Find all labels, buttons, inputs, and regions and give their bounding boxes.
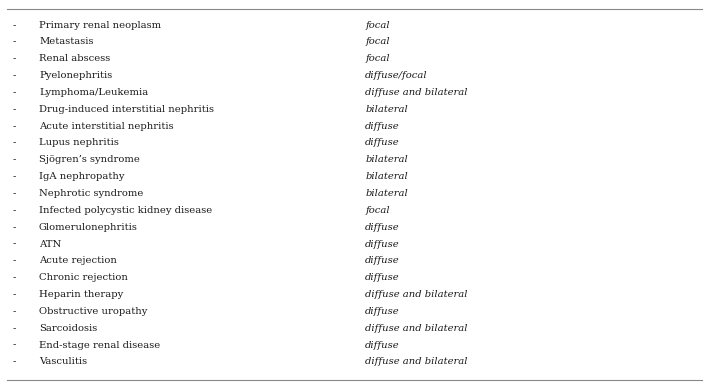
Text: diffuse: diffuse <box>365 273 400 282</box>
Text: Drug-induced interstitial nephritis: Drug-induced interstitial nephritis <box>39 105 214 114</box>
Text: Vasculitis: Vasculitis <box>39 357 87 366</box>
Text: Infected polycystic kidney disease: Infected polycystic kidney disease <box>39 206 212 215</box>
Text: -: - <box>13 256 16 265</box>
Text: diffuse: diffuse <box>365 122 400 131</box>
Text: -: - <box>13 290 16 299</box>
Text: Renal abscess: Renal abscess <box>39 54 110 63</box>
Text: diffuse: diffuse <box>365 223 400 232</box>
Text: bilateral: bilateral <box>365 105 408 114</box>
Text: -: - <box>13 105 16 114</box>
Text: IgA nephropathy: IgA nephropathy <box>39 172 125 181</box>
Text: -: - <box>13 189 16 198</box>
Text: -: - <box>13 38 16 46</box>
Text: diffuse: diffuse <box>365 341 400 349</box>
Text: Nephrotic syndrome: Nephrotic syndrome <box>39 189 143 198</box>
Text: Obstructive uropathy: Obstructive uropathy <box>39 307 147 316</box>
Text: ATN: ATN <box>39 240 61 248</box>
Text: -: - <box>13 21 16 30</box>
Text: -: - <box>13 223 16 232</box>
Text: focal: focal <box>365 54 390 63</box>
Text: diffuse and bilateral: diffuse and bilateral <box>365 357 468 366</box>
Text: Sarcoidosis: Sarcoidosis <box>39 324 97 333</box>
Text: bilateral: bilateral <box>365 189 408 198</box>
Text: -: - <box>13 273 16 282</box>
Text: Lymphoma/Leukemia: Lymphoma/Leukemia <box>39 88 148 97</box>
Text: -: - <box>13 155 16 164</box>
Text: Heparin therapy: Heparin therapy <box>39 290 123 299</box>
Text: -: - <box>13 88 16 97</box>
Text: bilateral: bilateral <box>365 172 408 181</box>
Text: diffuse: diffuse <box>365 256 400 265</box>
Text: -: - <box>13 341 16 349</box>
Text: diffuse: diffuse <box>365 240 400 248</box>
Text: -: - <box>13 357 16 366</box>
Text: diffuse and bilateral: diffuse and bilateral <box>365 88 468 97</box>
Text: Glomerulonephritis: Glomerulonephritis <box>39 223 138 232</box>
Text: -: - <box>13 139 16 147</box>
Text: -: - <box>13 206 16 215</box>
Text: bilateral: bilateral <box>365 155 408 164</box>
Text: focal: focal <box>365 38 390 46</box>
Text: Primary renal neoplasm: Primary renal neoplasm <box>39 21 161 30</box>
Text: focal: focal <box>365 21 390 30</box>
Text: Sjögren’s syndrome: Sjögren’s syndrome <box>39 155 140 164</box>
Text: -: - <box>13 240 16 248</box>
Text: diffuse/focal: diffuse/focal <box>365 71 428 80</box>
Text: -: - <box>13 324 16 333</box>
Text: -: - <box>13 71 16 80</box>
Text: diffuse: diffuse <box>365 139 400 147</box>
Text: diffuse and bilateral: diffuse and bilateral <box>365 290 468 299</box>
Text: -: - <box>13 307 16 316</box>
Text: diffuse: diffuse <box>365 307 400 316</box>
Text: -: - <box>13 172 16 181</box>
Text: Acute rejection: Acute rejection <box>39 256 117 265</box>
Text: Lupus nephritis: Lupus nephritis <box>39 139 119 147</box>
Text: -: - <box>13 54 16 63</box>
Text: Acute interstitial nephritis: Acute interstitial nephritis <box>39 122 174 131</box>
Text: focal: focal <box>365 206 390 215</box>
Text: diffuse and bilateral: diffuse and bilateral <box>365 324 468 333</box>
Text: Pyelonephritis: Pyelonephritis <box>39 71 112 80</box>
Text: End-stage renal disease: End-stage renal disease <box>39 341 160 349</box>
Text: Metastasis: Metastasis <box>39 38 94 46</box>
Text: Chronic rejection: Chronic rejection <box>39 273 128 282</box>
Text: -: - <box>13 122 16 131</box>
